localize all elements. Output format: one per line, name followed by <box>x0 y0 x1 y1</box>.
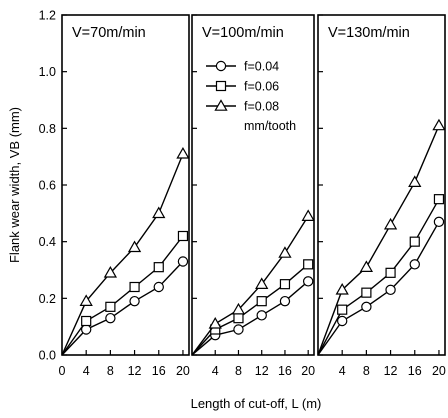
series-line-square <box>317 198 440 356</box>
y-axis-title: Flank wear width, VB (mm) <box>7 107 22 263</box>
data-point-square <box>105 301 116 312</box>
panel-3: 4 8 12 16 20 V=130m/min <box>317 14 446 378</box>
x-tick-label: 12 <box>255 364 269 378</box>
data-point-triangle <box>408 175 422 187</box>
x-tick-label: 20 <box>432 364 446 378</box>
panels-layer: 0.0 0.2 0.4 0.6 0.8 1.0 1.2 0 4 8 12 16 20 V=70m/min 4… <box>39 9 446 379</box>
y-tick-label: 0.4 <box>39 235 56 249</box>
data-point-circle <box>279 295 291 307</box>
panel-title: V=70m/min <box>72 25 146 41</box>
panel-title: V=130m/min <box>328 25 410 41</box>
data-point-square <box>129 281 140 293</box>
legend-label: f=0.04 <box>244 60 279 74</box>
data-point-triangle <box>383 217 398 230</box>
data-point-circle <box>177 256 189 267</box>
data-point-circle <box>433 216 445 228</box>
data-point-triangle <box>278 246 292 258</box>
y-tick-label: 0.8 <box>39 122 56 136</box>
y-tick-label: 0.6 <box>39 179 56 193</box>
data-point-square <box>153 262 164 273</box>
data-point-triangle <box>255 277 269 289</box>
data-point-circle <box>409 259 420 270</box>
data-point-square <box>361 287 372 298</box>
legend-unit-note: mm/tooth <box>244 119 296 133</box>
x-tick-label: 8 <box>235 364 242 378</box>
data-point-square <box>256 296 267 307</box>
data-point-triangle <box>301 209 315 221</box>
legend-label: f=0.08 <box>244 100 279 114</box>
x-tick-label: 20 <box>301 364 315 378</box>
legend: f=0.04 f=0.06 f=0.08 mm/tooth <box>206 60 296 133</box>
series-line-triangle <box>317 125 440 356</box>
legend-label: f=0.06 <box>244 80 279 94</box>
legend-marker-triangle <box>214 99 228 111</box>
data-point-circle <box>256 310 267 321</box>
x-tick-label: 0 <box>59 364 66 378</box>
y-tick-label: 1.0 <box>39 65 56 79</box>
data-point-square <box>337 304 348 315</box>
data-point-circle <box>385 284 396 296</box>
x-tick-label: 4 <box>83 364 90 378</box>
x-tick-label: 16 <box>408 364 422 378</box>
series-line-circle <box>317 221 440 356</box>
series-line-circle <box>61 261 184 356</box>
panel-2: 4 8 12 16 20 V=100m/min f=0.04 f=0.06 f=0.08 mm/t… <box>191 14 315 378</box>
data-point-square <box>233 313 244 324</box>
data-point-triangle <box>231 302 246 315</box>
data-point-circle <box>105 312 116 324</box>
x-tick-label: 8 <box>363 364 370 378</box>
legend-marker-square <box>215 80 227 92</box>
data-point-square <box>409 236 420 247</box>
data-point-circle <box>361 301 372 313</box>
legend-marker-circle <box>215 60 227 72</box>
data-point-square <box>279 279 291 290</box>
x-tick-label: 16 <box>278 364 292 378</box>
data-point-square <box>81 315 92 327</box>
data-point-triangle <box>152 206 166 219</box>
data-point-square <box>385 267 396 278</box>
y-tick-label: 0.0 <box>39 349 56 363</box>
data-point-square <box>303 259 314 270</box>
data-point-triangle <box>103 266 118 278</box>
data-point-triangle <box>79 294 93 306</box>
x-tick-label: 12 <box>128 364 142 378</box>
data-point-circle <box>153 281 164 293</box>
data-point-triangle <box>432 118 446 131</box>
data-point-circle <box>129 295 140 307</box>
series-line-square <box>191 263 309 356</box>
series-line-triangle <box>191 215 309 356</box>
y-tick-label: 0.2 <box>39 292 56 306</box>
series-line-circle <box>191 280 309 356</box>
series-line-square <box>61 235 184 356</box>
data-point-triangle <box>208 317 222 329</box>
x-tick-label: 16 <box>152 364 166 378</box>
series-line-triangle <box>61 153 184 356</box>
data-point-triangle <box>127 240 142 253</box>
x-tick-label: 4 <box>339 364 346 378</box>
x-tick-label: 4 <box>212 364 219 378</box>
data-point-triangle <box>176 147 190 159</box>
data-point-square <box>177 230 189 242</box>
panel-1: 0 4 8 12 16 20 V=70m/min <box>59 14 190 378</box>
data-point-circle <box>336 315 348 327</box>
panel-title: V=100m/min <box>202 25 284 41</box>
data-point-triangle <box>335 283 349 295</box>
x-tick-label: 12 <box>384 364 398 378</box>
y-tick-label: 1.2 <box>39 9 56 23</box>
data-point-triangle <box>359 260 374 272</box>
data-point-circle <box>302 276 314 287</box>
x-axis-title: Length of cut-off, L (m) <box>191 396 322 411</box>
data-point-circle <box>233 324 244 335</box>
x-tick-label: 20 <box>176 364 190 378</box>
data-point-square <box>433 194 445 205</box>
x-tick-label: 8 <box>107 364 114 378</box>
